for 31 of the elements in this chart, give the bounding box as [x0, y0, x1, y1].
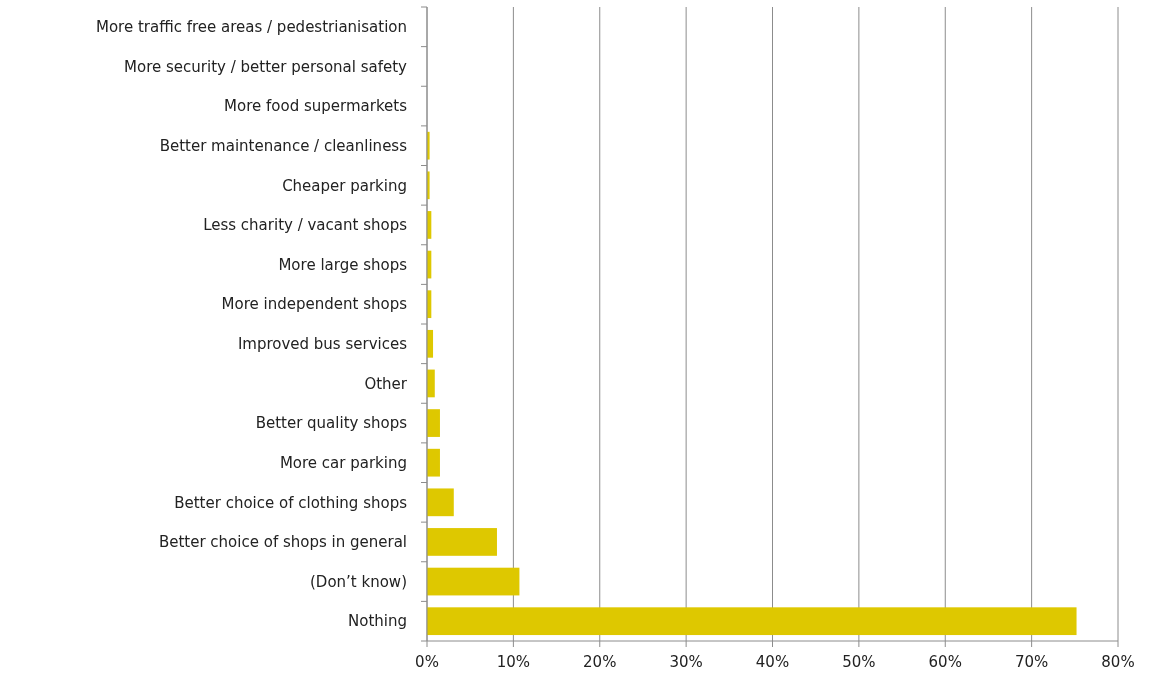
y-tick-label: More large shops	[278, 255, 408, 274]
y-tick-label: Better choice of shops in general	[158, 533, 407, 552]
x-tick-label: 70%	[1014, 653, 1049, 671]
x-tick-label: 60%	[928, 653, 962, 671]
y-tick-label: More car parking	[279, 453, 407, 472]
y-tick-label: More food supermarkets	[224, 97, 408, 116]
y-tick-label: Cheaper parking	[282, 176, 407, 195]
x-tick-label: 80%	[1101, 653, 1135, 671]
bar	[427, 528, 497, 556]
y-tick-label: Other	[364, 374, 408, 393]
y-tick-label: More independent shops	[221, 295, 408, 314]
bar	[427, 448, 440, 477]
y-tick-label: Better quality shops	[255, 414, 408, 433]
bar	[427, 607, 1077, 636]
y-tick-label: More security / better personal safety	[124, 57, 408, 76]
x-tick-label: 40%	[755, 653, 790, 671]
x-tick-label: 0%	[415, 653, 439, 671]
bar	[427, 488, 454, 517]
x-tick-label: 20%	[583, 653, 617, 671]
y-tick-label: Better maintenance / cleanliness	[159, 136, 408, 155]
y-tick-label: Nothing	[348, 612, 407, 631]
x-tick-label: 30%	[669, 653, 703, 671]
x-tick-label: 10%	[496, 653, 531, 671]
y-tick-label: Improved bus services	[237, 335, 408, 354]
y-tick-label: Better choice of clothing shops	[174, 493, 408, 512]
y-tick-label: More traffic free areas / pedestrianisation	[95, 18, 407, 37]
bar	[427, 567, 520, 596]
x-tick-label: 50%	[842, 653, 876, 671]
bar	[427, 409, 440, 437]
y-tick-label: (Don’t know)	[310, 572, 407, 591]
y-tick-label: Less charity / vacant shops	[203, 216, 408, 235]
